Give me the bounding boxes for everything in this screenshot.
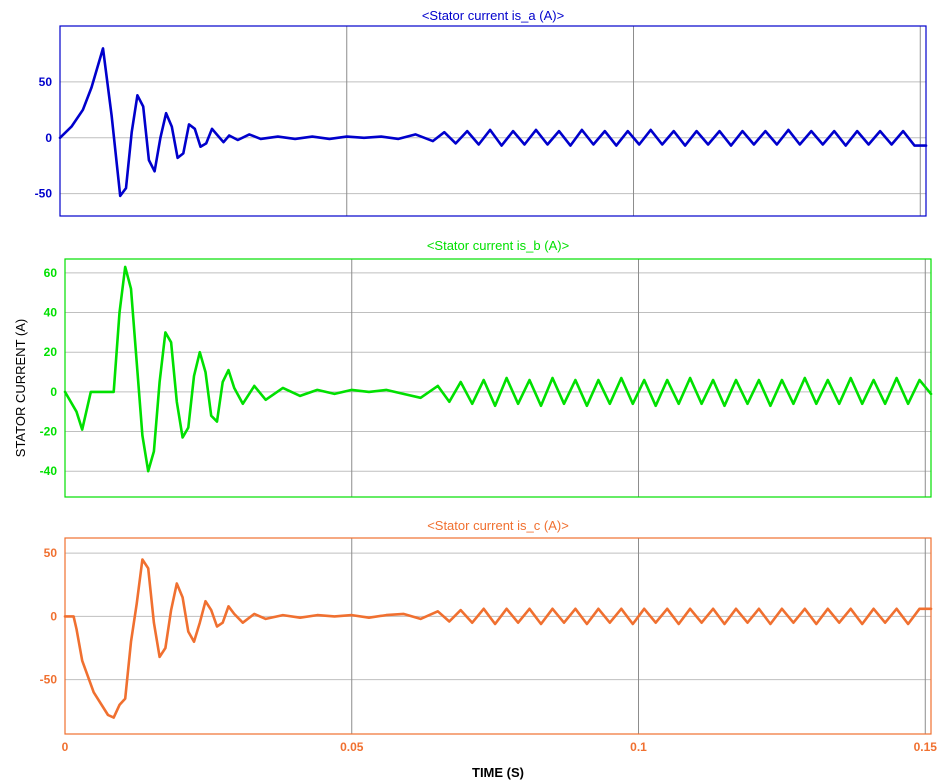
y-tick-label: 20: [44, 345, 58, 359]
panel-stator-current-b: -40 -20 0 20 40 60 <Stator current is_b (A)> ST…: [13, 238, 933, 498]
x-tick-label: 0.15: [914, 740, 938, 754]
y-tick-label: -40: [40, 464, 58, 478]
x-tick-label: 0: [62, 740, 69, 754]
axes-frame: [64, 537, 932, 735]
axes-frame: [59, 25, 927, 217]
panel-title: <Stator current is_a (A)>: [422, 8, 564, 23]
y-tick-label: -50: [40, 673, 58, 687]
x-tick-label: 0.05: [340, 740, 364, 754]
y-tick-label: -50: [35, 187, 53, 201]
series-line: [63, 558, 933, 719]
panel-title: <Stator current is_b (A)>: [427, 238, 569, 253]
y-tick-label: 50: [44, 546, 58, 560]
panel-stator-current-c: -50 0 50 0 0.05 0.1 0.15 <Stator current is_c (…: [40, 518, 938, 780]
y-axis-label: STATOR CURRENT (A): [13, 319, 28, 457]
x-axis-label: TIME (S): [472, 765, 524, 780]
plot-area: [65, 259, 931, 497]
plot-area: [60, 26, 926, 216]
x-tick-label: 0.1: [630, 740, 647, 754]
panel-stator-current-a: -50 0 50 <Stator current is_a (A)>: [35, 8, 928, 217]
panel-title: <Stator current is_c (A)>: [427, 518, 569, 533]
y-tick-label: 0: [50, 609, 57, 623]
y-tick-label: 0: [45, 131, 52, 145]
y-tick-label: 60: [44, 266, 58, 280]
y-tick-label: -20: [40, 425, 58, 439]
axes-frame: [64, 258, 932, 498]
series-line: [63, 265, 933, 473]
y-tick-label: 40: [44, 306, 58, 320]
y-tick-label: 0: [50, 385, 57, 399]
plot-area: [65, 538, 931, 734]
y-tick-label: 50: [39, 75, 53, 89]
series-line: [58, 47, 928, 198]
